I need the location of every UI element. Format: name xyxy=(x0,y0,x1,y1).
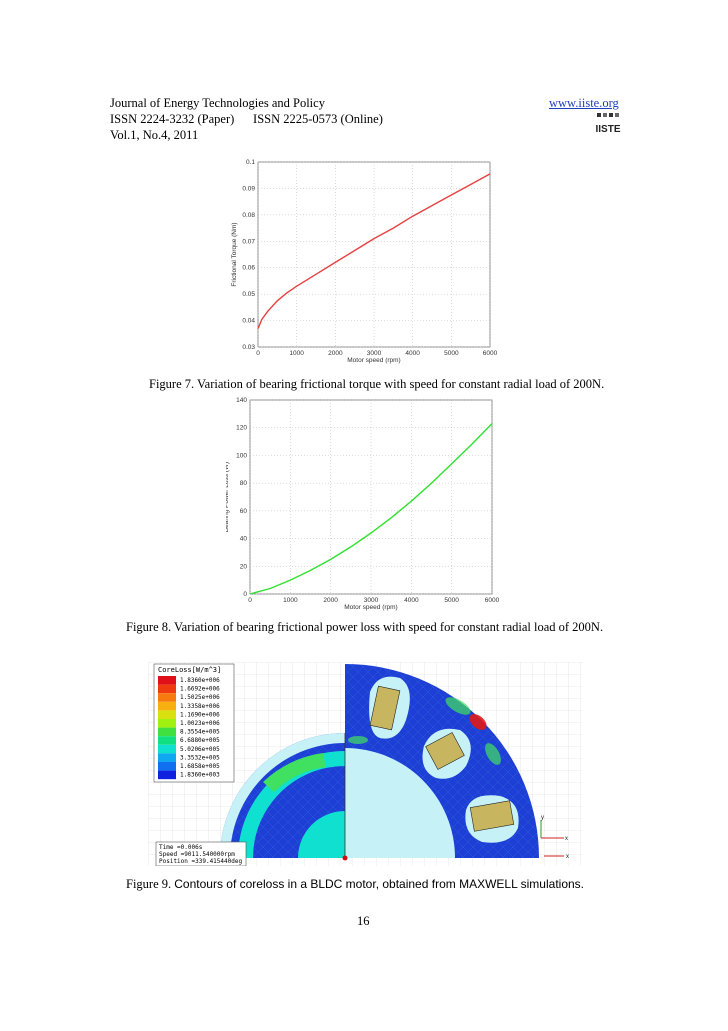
info-time: Time =0.006s xyxy=(159,844,203,851)
legend-title: CoreLoss[W/m^3] xyxy=(158,666,221,674)
coreloss-legend: CoreLoss[W/m^3] 1.8360e+006 1.6692e+0061.5… xyxy=(153,663,235,783)
svg-text:x: x xyxy=(566,854,569,860)
legend-value: 1.6858e+005 xyxy=(180,763,220,770)
legend-swatch xyxy=(158,736,176,745)
y-tick-label: 0 xyxy=(243,591,247,598)
legend-value: 1.8360e+006 xyxy=(180,677,220,684)
info-speed: Speed =9011.540000rpm xyxy=(159,851,235,858)
y-tick-label: 40 xyxy=(240,536,248,543)
series-line xyxy=(257,173,491,329)
plot-area xyxy=(249,399,493,595)
y-axis-label: Frictional Torque (Nm) xyxy=(231,222,238,286)
x-tick-label: 2000 xyxy=(323,597,338,604)
y-tick-label: 0.07 xyxy=(242,238,255,245)
info-box: Time =0.006s Speed =9011.540000rpm Posit… xyxy=(155,841,247,867)
series-line xyxy=(249,423,493,595)
legend-swatch xyxy=(158,719,176,728)
x-tick-label: 5000 xyxy=(444,350,459,357)
legend-value: 3.3532e+005 xyxy=(180,754,220,761)
y-axis-label: Bearing Power Loss (W) xyxy=(226,462,230,532)
legend-swatch xyxy=(158,762,176,771)
x-tick-label: 6000 xyxy=(483,350,498,357)
legend-value: 1.5025e+006 xyxy=(180,694,220,701)
figure7-caption: Figure 7. Variation of bearing frictiona… xyxy=(149,377,605,391)
page-number: 16 xyxy=(357,914,370,928)
figure7-chart: 0 1000 2000 3000 4000 5000 6000 0.03 0.04 0.05 0.0… xyxy=(228,157,498,369)
y-tick-label: 80 xyxy=(240,480,248,487)
x-tick-label: 0 xyxy=(256,350,260,357)
volume-line: Vol.1, No.4, 2011 xyxy=(110,128,199,142)
y-tick-label: 120 xyxy=(236,425,247,432)
legend-swatch xyxy=(158,701,176,711)
legend-swatch xyxy=(158,727,176,737)
y-tick-label: 100 xyxy=(236,452,247,459)
issn-line: ISSN 2224-3232 (Paper) ISSN 2225-0573 (O… xyxy=(110,112,383,126)
legend-value: 8.3554e+005 xyxy=(180,729,220,736)
legend-swatch xyxy=(158,744,176,754)
legend-value: 6.6880e+005 xyxy=(180,737,220,744)
legend-swatch xyxy=(158,770,176,780)
iiste-logo: IISTE xyxy=(595,112,621,136)
y-tick-label: 0.08 xyxy=(242,212,255,219)
y-tick-label: 0.09 xyxy=(242,185,255,192)
axis-y-label: y xyxy=(541,815,544,821)
slot-3 xyxy=(465,795,519,843)
y-tick-label: 140 xyxy=(236,397,247,404)
legend-swatch xyxy=(158,676,176,685)
legend-value: 1.3358e+006 xyxy=(180,703,220,710)
y-tick-label: 0.05 xyxy=(242,291,255,298)
legend-value: 1.8360e+003 xyxy=(180,772,220,779)
iiste-logo-text: IISTE xyxy=(595,124,620,135)
figure9-image: y x x CoreLoss[W/m^3] 1.8360e+006 1.6692e+… xyxy=(148,662,582,867)
y-tick-label: 20 xyxy=(240,563,248,570)
axis-x-label: x xyxy=(565,836,568,842)
y-tick-label: 0.03 xyxy=(242,344,255,351)
legend-value: 5.0206e+005 xyxy=(180,746,220,753)
axes-indicator: y x x xyxy=(540,815,569,860)
figure9-caption: Figure 9. Contours of coreloss in a BLDC… xyxy=(126,877,584,892)
x-tick-label: 4000 xyxy=(404,597,419,604)
legend-swatch xyxy=(158,753,176,762)
x-tick-label: 6000 xyxy=(485,597,500,604)
legend-value: 1.6692e+006 xyxy=(180,686,220,693)
x-tick-label: 0 xyxy=(248,597,252,604)
x-tick-label: 1000 xyxy=(289,350,304,357)
legend-swatch xyxy=(158,710,176,719)
slot-2 xyxy=(422,728,471,779)
x-axis-label: Motor speed (rpm) xyxy=(347,357,400,364)
figure9-caption-text: Contours of coreloss in a BLDC motor, ob… xyxy=(174,877,584,891)
x-tick-label: 5000 xyxy=(444,597,459,604)
x-tick-label: 3000 xyxy=(364,597,379,604)
figure8-chart: 0 1000 2000 3000 4000 5000 6000 0 20 40 60 80 100 120… xyxy=(223,394,502,612)
legend-swatch xyxy=(158,693,176,702)
x-tick-label: 2000 xyxy=(328,350,343,357)
journal-title: Journal of Energy Technologies and Polic… xyxy=(110,96,325,110)
y-tick-label: 60 xyxy=(240,508,248,515)
y-tick-label: 0.06 xyxy=(242,265,255,272)
website-link[interactable]: www.iiste.org xyxy=(549,96,619,110)
legend-swatch xyxy=(158,684,176,694)
slot-1 xyxy=(369,676,410,739)
info-position: Position =339.415440deg xyxy=(159,858,242,865)
x-tick-label: 1000 xyxy=(283,597,298,604)
legend-value: 1.0023e+006 xyxy=(180,720,220,727)
x-tick-label: 4000 xyxy=(405,350,420,357)
y-tick-label: 0.04 xyxy=(242,318,255,325)
y-tick-label: 0.1 xyxy=(246,159,255,166)
legend-value: 1.1690e+006 xyxy=(180,711,220,718)
x-axis-label: Motor speed (rpm) xyxy=(344,604,397,611)
figure9-caption-prefix: Figure 9. xyxy=(126,877,175,891)
x-tick-label: 3000 xyxy=(367,350,382,357)
figure8-caption: Figure 8. Variation of bearing frictiona… xyxy=(126,620,604,634)
